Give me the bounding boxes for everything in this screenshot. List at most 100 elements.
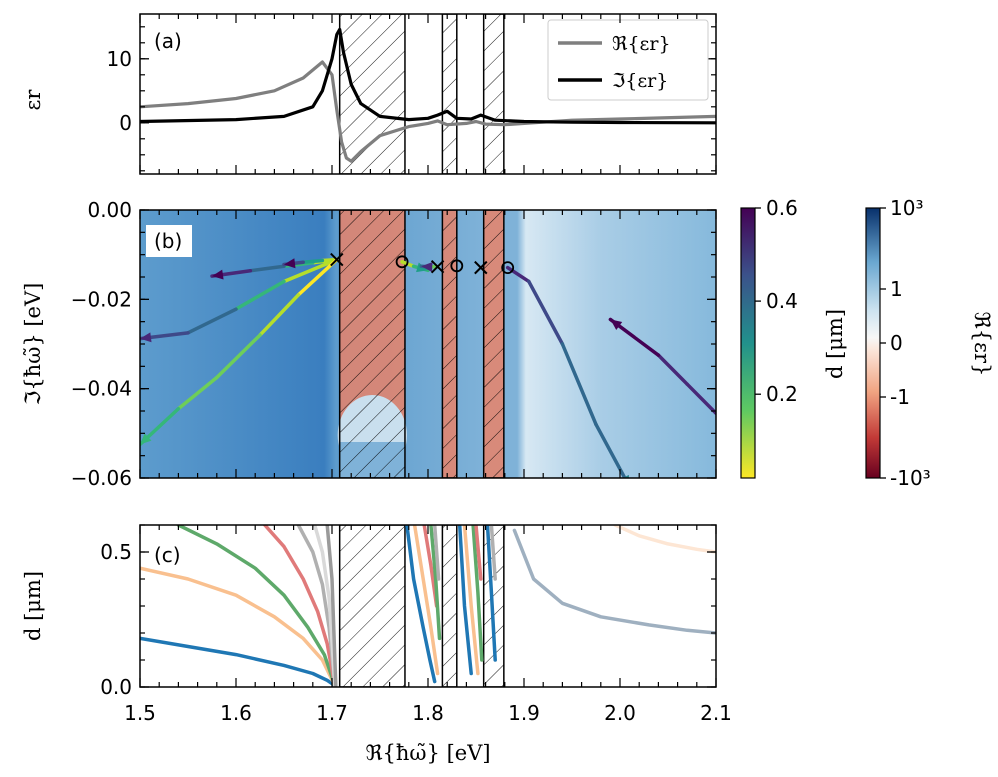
trajectory-segment [505,265,531,284]
y-tick-label: 0.00 [87,198,132,222]
mode-curve [485,525,497,662]
mode-curve [457,525,473,676]
y-tick-label: −0.02 [71,287,132,311]
series-re-eps [140,60,716,163]
trajectory-segment [296,257,339,297]
panel-b-markers [330,252,515,275]
trajectory-arrowhead [140,332,152,343]
trajectory-segment [301,258,325,265]
trajectory-segment [258,293,301,337]
panel-a-forbidden-bands [338,14,505,174]
colorbar-eps-bar [865,207,881,479]
legend-label-re: ℜ{εr} [612,33,671,55]
mode-curve [613,525,716,554]
mode-curve [140,636,337,687]
x-tick-label: 1.5 [124,701,156,725]
x-axis-label: ℜ{ħω̃} [eV] [365,741,490,765]
marker-x [474,260,488,275]
trajectory-arrowhead [212,269,224,280]
panel-c-forbidden-bands [338,525,505,687]
mode-curve [405,525,437,684]
mode-curve [312,525,337,687]
y-tick-label: 0.5 [100,540,132,564]
marker-o [395,255,409,269]
y-tick-label: −0.06 [71,466,132,490]
forbidden-band [338,525,406,687]
colorbar-d-ticks: 0.2 0.4 0.6 [755,196,798,406]
trajectory-segment [186,307,238,335]
mode-curve [474,525,483,581]
trajectory [140,257,339,447]
trajectory [419,262,440,272]
panel-c-label: (c) [154,543,181,567]
mode-curve [412,525,440,676]
marker-x [330,252,344,267]
colorbar-d-tick-label: 0.2 [766,382,798,406]
y-tick-label: 10 [107,47,132,71]
colorbar-d-label: d [μm] [823,309,847,379]
mode-curve [325,525,338,687]
panel-b-label: (b) [154,229,182,253]
colorbar-eps-label: ℜ{εr} [970,312,994,377]
forbidden-band [338,210,406,478]
forbidden-band [441,14,458,174]
colorbar-d-tick-label: 0.6 [766,196,798,220]
y-tick-label: 0.0 [100,675,132,699]
colorbar-eps: 10³ 1 0 -1 -10³ ℜ{εr} [865,196,994,490]
mode-curve [422,525,439,608]
x-tick-label: 1.6 [220,701,252,725]
x-axis-ticks: 1.5 1.6 1.7 1.8 1.9 2.0 2.1 [124,14,732,725]
panel-b: (b) ℑ{ħω̃} [eV] 0.00 −0.02 −0.04 −0.06 [21,198,717,490]
panel-c-ylabel: d [μm] [21,571,45,641]
panel-b-yticks: 0.00 −0.02 −0.04 −0.06 [71,198,716,490]
trajectory-segment [234,279,286,311]
colorbar-eps-tick-label: -1 [890,385,910,409]
colorbar-d: 0.2 0.4 0.6 d [μm] [740,196,847,479]
panel-c: (c) d [μm] 0.0 0.5 [21,524,717,699]
mode-curve [432,525,441,581]
trajectory [608,317,716,415]
marker-o [501,261,515,275]
x-tick-label: 1.8 [412,701,444,725]
colorbar-eps-tick-label: 10³ [890,196,923,220]
x-tick-label: 1.7 [316,701,348,725]
x-tick-label: 2.0 [604,701,636,725]
panel-a-lines [140,27,716,163]
mode-curve [140,566,337,687]
mode-curve [489,525,497,581]
colorbar-eps-ticks: 10³ 1 0 -1 -10³ [880,196,931,490]
forbidden-band [441,525,458,687]
panel-a-ylabel: εr [21,89,45,111]
mode-curve [429,525,442,641]
trajectory-arrowhead [421,262,433,272]
panel-c-lines [140,525,716,687]
trajectory-arrowhead [140,433,152,445]
y-tick-label: −0.04 [71,377,132,401]
forbidden-band [338,14,406,174]
mode-curve [263,525,337,687]
colorbar-eps-tick-label: 0 [890,331,903,355]
panel-a-yticks: 0 10 [107,26,716,172]
forbidden-band [482,210,505,478]
forbidden-band [441,210,458,478]
x-tick-label: 2.1 [700,701,732,725]
trajectory-segment [527,279,565,346]
series-im-eps [140,27,716,125]
trajectory-segment [176,375,219,411]
colorbar-d-tick-label: 0.4 [766,289,798,313]
trajectory-segment [215,333,262,380]
legend-label-im: ℑ{εr} [612,70,668,92]
trajectory-segment [594,422,627,478]
colorbar-eps-tick-label: 1 [890,277,903,301]
trajectory-segment [656,353,689,386]
trajectory-segment [685,382,716,415]
colorbar-d-bar [740,207,756,479]
panel-a-label: (a) [154,29,182,53]
y-tick-label: 0 [119,111,132,135]
mode-curve [471,525,484,662]
trajectory-arrowhead [284,258,296,269]
trajectory-segment [282,257,339,284]
panel-b-forbidden-bands [337,210,505,478]
forbidden-band [482,14,505,174]
trajectory-arrowhead [622,474,630,478]
